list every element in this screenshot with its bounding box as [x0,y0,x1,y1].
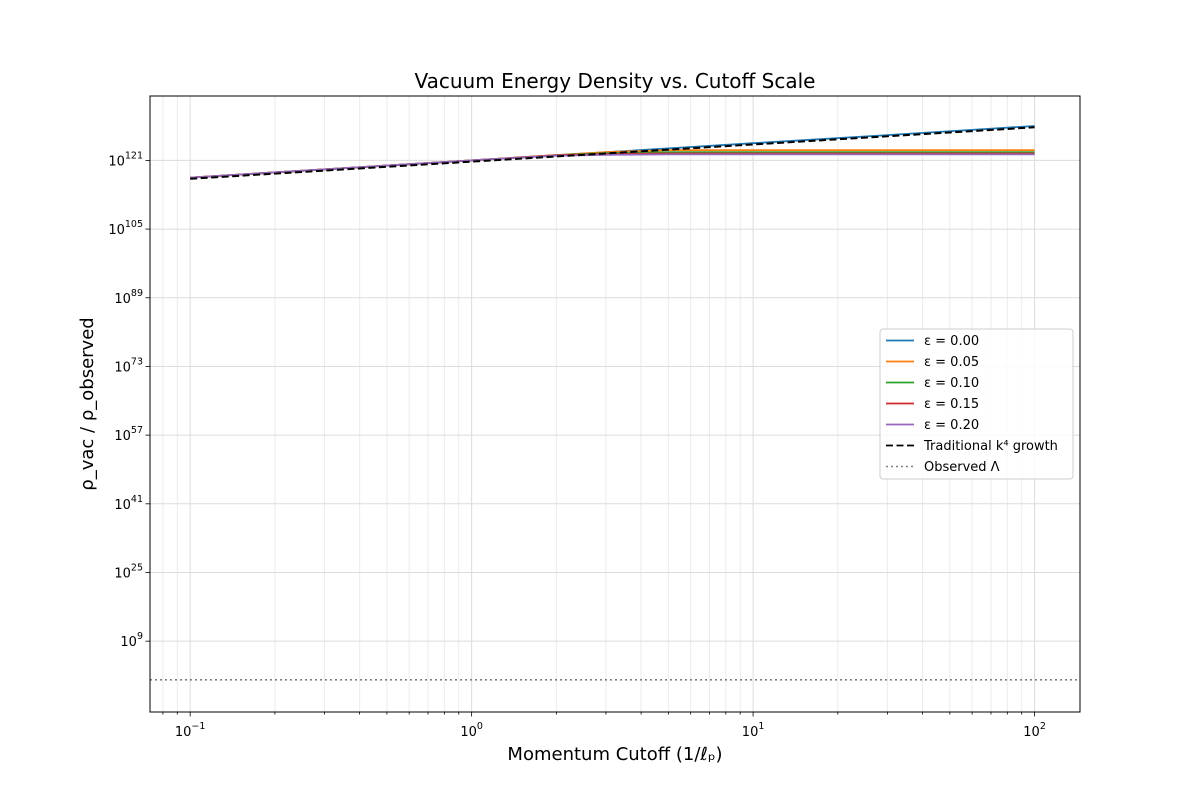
y-tick-label: 1073 [114,356,143,375]
y-tick-label: 1025 [114,562,143,581]
legend-label-2: ε = 0.10 [924,376,979,391]
plot-frame [149,95,1081,713]
x-tick-label: 100 [460,721,483,740]
y-tick-label: 10121 [108,150,143,169]
y-tick-label: 109 [120,631,143,650]
x-tick-label: 102 [1023,721,1046,740]
y-axis-label: ρ_vac / ρ_observed [77,317,98,490]
legend-box [879,328,1074,480]
legend-label-1: ε = 0.05 [924,355,979,370]
legend-label-4: ε = 0.20 [924,418,979,433]
y-tick-label: 1089 [114,288,143,307]
y-tick-label: 1057 [114,425,143,444]
legend-label-0: ε = 0.00 [924,334,979,349]
x-tick-label: 101 [742,721,765,740]
chart-title: Vacuum Energy Density vs. Cutoff Scale [415,69,816,93]
plot-lines [150,125,1080,681]
x-axis-label: Momentum Cutoff (1/ℓₚ) [507,744,722,765]
legend-label-3: ε = 0.15 [924,397,979,412]
x-tick-label: 10−1 [175,721,206,740]
series-line-5 [190,126,1035,180]
series-line-4 [190,153,1035,179]
legend-label-6: Observed Λ [924,460,1000,475]
y-tick-label: 10105 [108,219,143,238]
series-line-2 [190,151,1035,179]
series-line-3 [190,152,1035,179]
y-tick-label: 1041 [114,494,143,513]
axis-ticks: 10−1 100 101 102 109 1025 1041 1057 1073 1089 1010… [108,150,1046,740]
legend: ε = 0.00 ε = 0.05 ε = 0.10 ε = 0.15 ε = 0.20… [879,328,1074,480]
legend-label-5: Traditional k⁴ growth [923,439,1058,454]
